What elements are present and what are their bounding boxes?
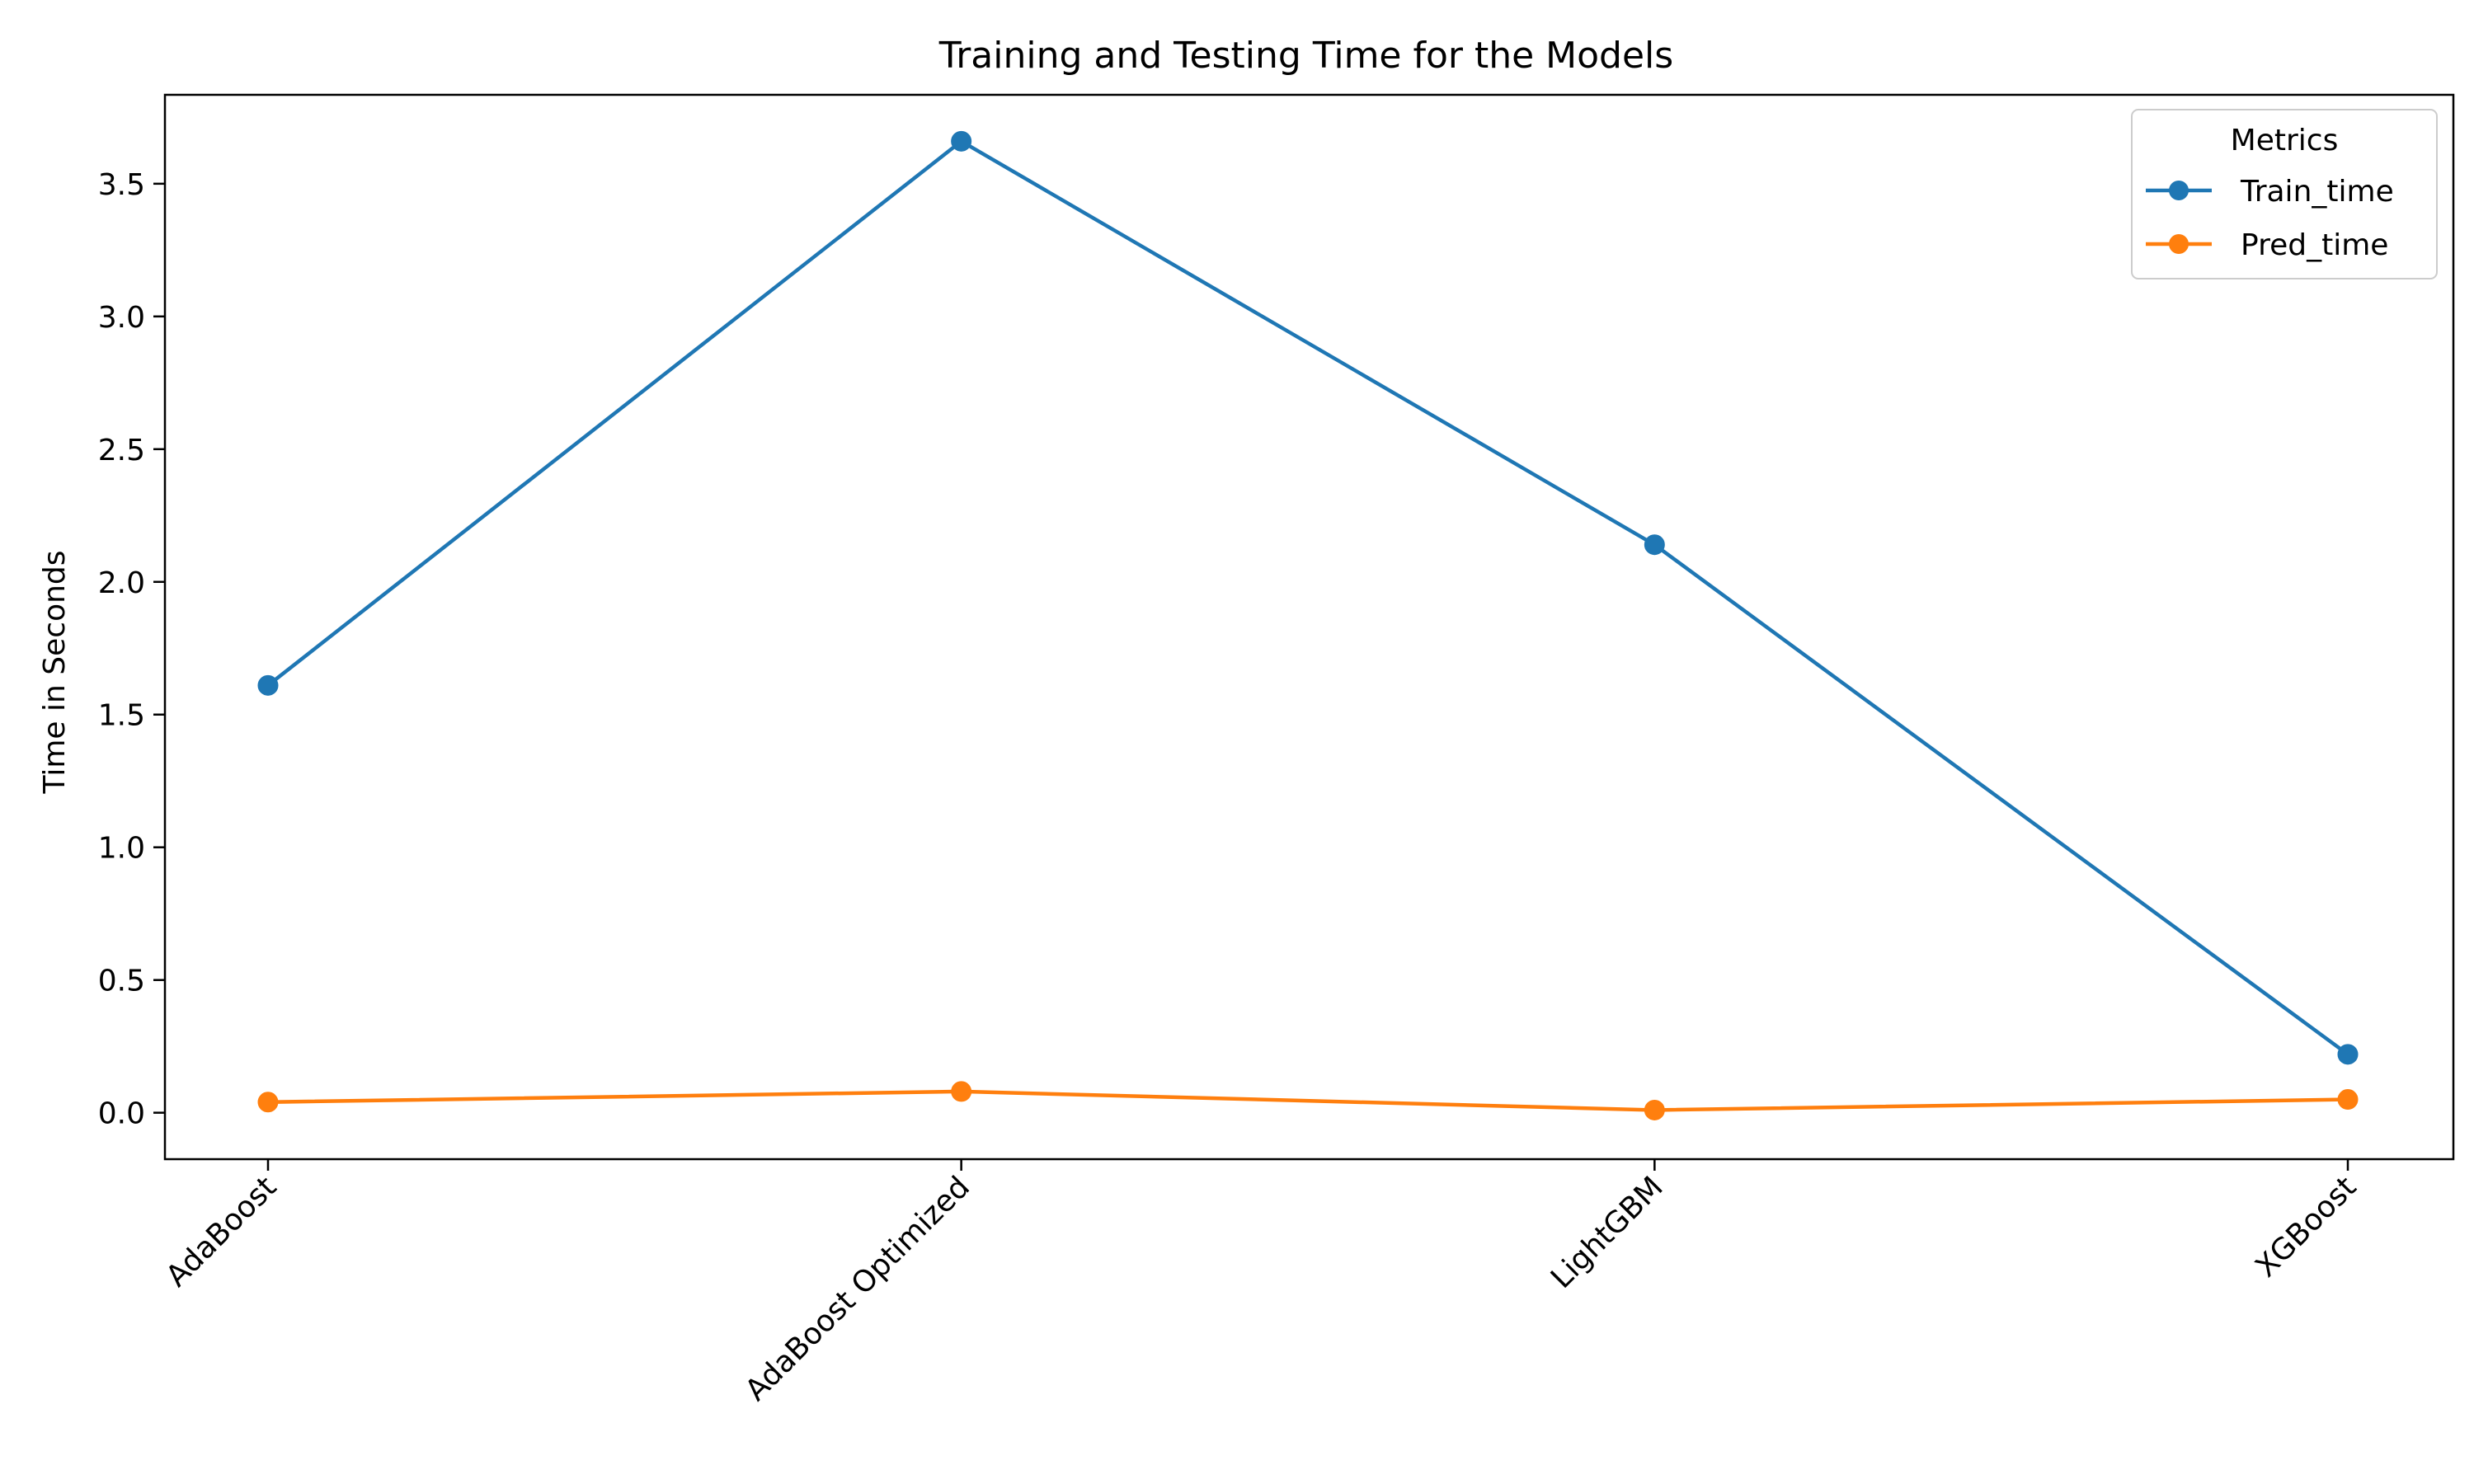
series-line-train-time [265, 139, 2351, 1057]
y-tick-label: 1.0 [98, 832, 145, 866]
legend-box [2131, 109, 2438, 279]
series-line-pred-time [266, 1089, 2350, 1112]
legend-marker [2169, 181, 2189, 200]
legend-marker [2169, 234, 2189, 254]
y-tick-label: 2.5 [98, 434, 145, 467]
data-point-train-time [1644, 534, 1665, 556]
data-point-train-time [257, 674, 279, 696]
y-tick-label: 3.0 [98, 301, 145, 335]
x-tick-label: XGBoost [2249, 1170, 2363, 1284]
plot-area: 0.0 0.5 1.0 1.5 2.0 2.5 3.0 3.5 AdaBoost AdaBoost… [98, 130, 2363, 1407]
x-tick-label: AdaBoost [160, 1170, 284, 1294]
data-point-pred-time [1644, 1099, 1665, 1120]
data-point-train-time [2337, 1044, 2359, 1065]
x-tick-label: AdaBoost Optimized [739, 1170, 976, 1407]
data-point-train-time [951, 130, 972, 152]
data-point-pred-time [951, 1081, 972, 1102]
legend-label: Pred_time [2241, 228, 2388, 262]
x-tick-label: LightGBM [1545, 1170, 1670, 1295]
y-tick-label: 3.5 [98, 168, 145, 202]
legend: Metrics Train_time Pred_time [2131, 109, 2438, 279]
data-point-pred-time [2337, 1089, 2359, 1111]
legend-label: Train_time [2240, 175, 2394, 209]
data-point-pred-time [257, 1092, 279, 1113]
y-tick-label: 0.5 [98, 965, 145, 998]
chart-title: Training and Testing Time for the Models [938, 35, 1673, 77]
plot-frame [163, 93, 2455, 1161]
y-tick-label: 2.0 [98, 566, 145, 600]
y-axis-label: Time in Seconds [38, 550, 72, 794]
legend-title: Metrics [2231, 124, 2339, 157]
y-tick-label: 1.5 [98, 699, 145, 733]
y-tick-label: 0.0 [98, 1097, 145, 1131]
